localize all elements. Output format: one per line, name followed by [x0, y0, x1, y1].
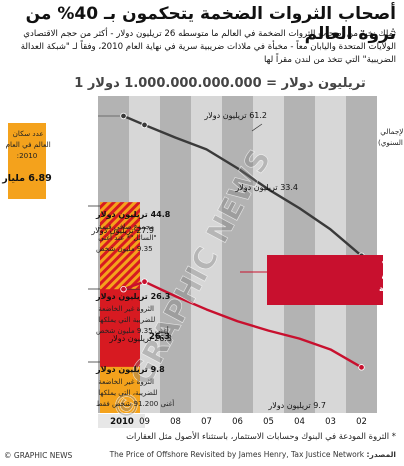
x-tick-label: 05 — [263, 417, 274, 427]
series-points — [120, 112, 365, 371]
gdp-point — [141, 121, 148, 129]
gdp-end-label: 33.4 تريليون دولار — [234, 183, 298, 192]
wealth-box-line-1: متوسط الثروات "الهاربة" — [382, 260, 404, 269]
x-tick-label: 02 — [356, 417, 367, 427]
year-band — [222, 96, 253, 413]
credit: © GRAPHIC NEWS — [4, 451, 73, 460]
population-value: 6.89 مليار — [1, 173, 51, 184]
svg-text:9.8 تريليون دولار: 9.8 تريليون دولار — [95, 365, 165, 374]
gdp-series-name-2: العالمي (مؤشر الثروة العالمي السنوي) — [378, 138, 404, 147]
svg-text:الثروة غير الخاضعة للضريبة: الثروة غير الخاضعة للضريبة، التي يملكها … — [96, 377, 174, 408]
bar-top-value: 44.8 تريليون دولار — [95, 210, 171, 219]
wealth-legend-box — [267, 255, 383, 305]
bars-2010 — [100, 202, 140, 413]
wealth-line — [123, 280, 363, 369]
svg-text:مجموع صافي قيمة "السائل"*: مجموع صافي قيمة "السائل"* عند أغنى 9.35 … — [96, 222, 157, 253]
population-line-3: 2010: — [17, 151, 38, 160]
svg-text:متوسط الثروات "الهاربة" من: متوسط الثروات "الهاربة" من الضرائب والمخ… — [379, 260, 404, 293]
source-label: المصدر: — [366, 450, 396, 459]
bar-top-desc-3: 9.35 مليون شخص — [96, 244, 153, 253]
svg-text:عدد سكان العالم في العام: عدد سكان العالم في العام 2010: — [3, 129, 50, 160]
wealth-start-label: 26.3 تريليون دولار — [108, 334, 172, 343]
x-axis: 2010 09 08 07 06 05 04 03 02 — [98, 414, 367, 428]
gdp-2009-label: 61.2 تريليون دولار — [203, 111, 267, 120]
population-box — [8, 123, 46, 199]
gdp-point — [120, 112, 127, 120]
wealth-end-label: 9.7 تريليون دولار — [267, 401, 326, 410]
bar-low-desc-3: أغنى 91.200 شخص فقط — [96, 399, 174, 408]
page-title: أصحاب الثروات الضخمة يتحكمون بـ 40% من ث… — [25, 4, 396, 44]
bar-low-value: 9.8 تريليون دولار — [95, 365, 165, 374]
x-tick-label: 08 — [170, 417, 181, 427]
gdp-line — [123, 114, 363, 257]
population-line-2: العالم في العام — [6, 140, 51, 149]
gdp-start-label: 63.1 تريليون دولار — [17, 104, 93, 113]
bar-mid-desc-3: أغنى 9.35 مليون شخص — [96, 326, 169, 335]
year-band — [284, 96, 315, 413]
scale-label: 1 تريليون دولار = 1.000.000.000.000 دولا… — [74, 76, 366, 91]
source-text: The Price of Offshore Revisited by James… — [109, 450, 365, 459]
bar-low-desc-1: الثروة غير الخاضعة — [98, 377, 154, 386]
year-band — [253, 96, 284, 413]
bar-mid-desc-2: للضريبة التي يملكها — [98, 315, 155, 324]
wealth-point — [120, 286, 127, 293]
bar-low-desc-2: للضريبة، التي يملكها — [98, 388, 157, 397]
footnote: * الثروة المودعة في البنوك وحسابات الاست… — [126, 431, 396, 441]
svg-text:الثروة غير الخاضعة للضريبة: الثروة غير الخاضعة للضريبة التي يملكها أ… — [96, 304, 169, 335]
x-tick-label: 07 — [201, 417, 212, 427]
bar-untaxed-91k — [100, 366, 140, 413]
x-tick-label: 09 — [139, 417, 150, 427]
wealth-2010-label: 26.3 — [149, 332, 170, 342]
x-tick-label: 2010 — [110, 417, 134, 427]
bar-top-desc-2: "السائل"* عند أغنى — [98, 233, 156, 242]
bar-top-desc-1: مجموع صافي قيمة — [98, 222, 154, 231]
wealth-box-line-3: في ملاذات ضريبية خارجية — [379, 284, 404, 293]
bar-mid-value: 26.3 تريليون دولار — [95, 292, 170, 301]
x-tick-label: 06 — [232, 417, 243, 427]
population-line-1: عدد سكان — [13, 129, 44, 138]
svg-text:44.8 تريليون دولار: 44.8 تريليون دولار — [95, 210, 171, 219]
svg-text:الناتج المحلي الإجمالي الع: الناتج المحلي الإجمالي العالمي (مؤشر الث… — [378, 127, 404, 147]
source: المصدر: The Price of Offshore Revisited … — [96, 450, 396, 459]
gdp-series-name-1: الناتج المحلي الإجمالي — [380, 127, 404, 136]
wealth-point — [141, 278, 148, 285]
subtitle: تملك نخبة من أصحاب الثروات الضخمة في الع… — [20, 29, 396, 65]
year-band — [160, 96, 191, 413]
x-tick-label: 04 — [294, 417, 305, 427]
x-highlight-box — [98, 414, 145, 428]
wealth-2009-label: 27.9 تريليون دولار — [90, 226, 154, 235]
x-tick-label: 03 — [325, 417, 336, 427]
year-band — [315, 96, 346, 413]
wealth-point — [358, 364, 365, 371]
bar-mid-desc-1: الثروة غير الخاضعة — [98, 304, 154, 313]
wealth-box-line-2: من الضرائب والمخبأة — [382, 271, 404, 281]
gdp-name-connector — [251, 123, 263, 132]
svg-text:26.3 تريليون دولار: 26.3 تريليون دولار — [95, 292, 170, 301]
